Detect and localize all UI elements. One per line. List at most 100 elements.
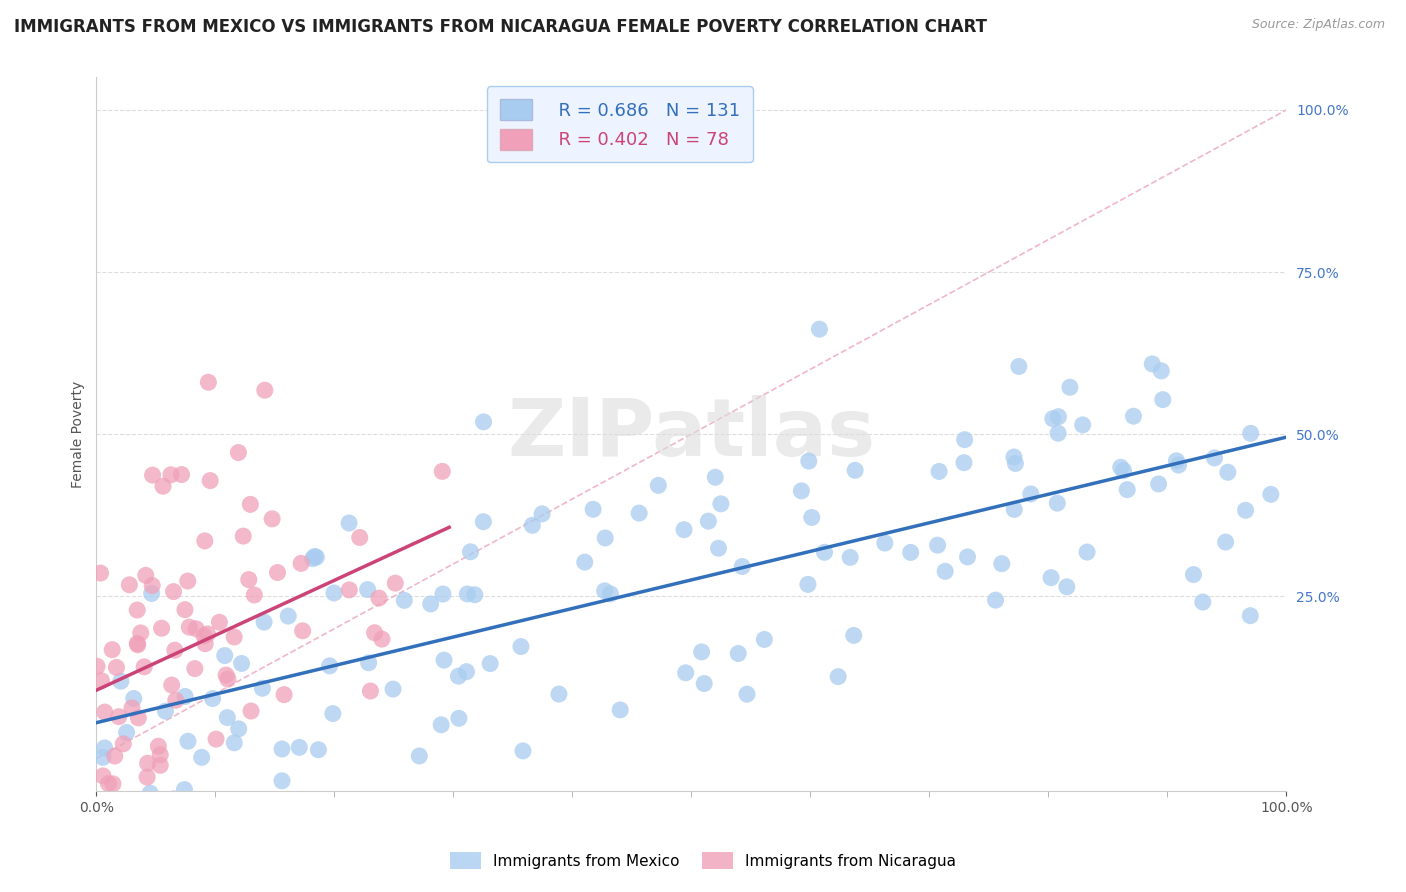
Point [139, 786, 162, 800]
Point [163, 792, 186, 806]
Point [160, 467, 183, 482]
Point [754, 632, 776, 647]
Point [433, 653, 456, 667]
Point [647, 478, 669, 492]
Point [934, 565, 956, 579]
Point [129, 626, 152, 640]
Point [201, 691, 224, 706]
Point [184, 662, 207, 676]
Point [673, 523, 696, 537]
Point [149, 747, 172, 762]
Point [808, 322, 831, 336]
Point [1042, 411, 1064, 425]
Point [797, 454, 820, 468]
Point [1112, 464, 1135, 478]
Point [217, 710, 239, 724]
Point [1109, 460, 1132, 475]
Point [231, 657, 253, 671]
Point [593, 531, 616, 545]
Point [152, 479, 174, 493]
Point [291, 624, 314, 638]
Point [238, 573, 260, 587]
Point [1056, 580, 1078, 594]
Point [512, 744, 534, 758]
Point [928, 465, 950, 479]
Point [956, 549, 979, 564]
Point [204, 818, 226, 832]
Point [349, 531, 371, 545]
Point [582, 502, 605, 516]
Point [735, 687, 758, 701]
Point [322, 706, 344, 721]
Point [1004, 457, 1026, 471]
Point [1216, 465, 1239, 479]
Point [101, 642, 124, 657]
Point [190, 750, 212, 764]
Point [323, 586, 346, 600]
Point [215, 668, 238, 682]
Point [900, 545, 922, 559]
Point [1122, 409, 1144, 424]
Legend: Immigrants from Mexico, Immigrants from Nicaragua: Immigrants from Mexico, Immigrants from … [444, 846, 962, 875]
Point [1008, 359, 1031, 374]
Point [408, 748, 430, 763]
Point [253, 383, 276, 397]
Point [141, 468, 163, 483]
Point [127, 636, 149, 650]
Point [136, 756, 159, 771]
Point [198, 474, 221, 488]
Point [160, 678, 183, 692]
Point [382, 681, 405, 696]
Point [1260, 487, 1282, 501]
Point [599, 587, 621, 601]
Point [548, 687, 571, 701]
Point [194, 533, 217, 548]
Point [101, 777, 124, 791]
Point [384, 576, 406, 591]
Point [155, 704, 177, 718]
Point [1191, 595, 1213, 609]
Point [842, 628, 865, 642]
Point [224, 630, 246, 644]
Point [89, 566, 111, 580]
Point [91, 769, 114, 783]
Point [574, 555, 596, 569]
Point [1204, 450, 1226, 465]
Point [288, 740, 311, 755]
Point [456, 587, 478, 601]
Point [690, 645, 713, 659]
Point [707, 541, 730, 556]
Point [460, 545, 482, 559]
Point [447, 711, 470, 725]
Text: Source: ZipAtlas.com: Source: ZipAtlas.com [1251, 18, 1385, 31]
Point [197, 627, 219, 641]
Y-axis label: Female Poverty: Female Poverty [72, 381, 86, 488]
Point [522, 518, 544, 533]
Point [430, 718, 453, 732]
Point [256, 814, 278, 829]
Point [105, 660, 128, 674]
Point [472, 515, 495, 529]
Point [163, 643, 186, 657]
Point [953, 433, 976, 447]
Point [363, 625, 385, 640]
Point [1234, 503, 1257, 517]
Point [304, 549, 326, 564]
Point [290, 557, 312, 571]
Point [1239, 608, 1261, 623]
Text: IMMIGRANTS FROM MEXICO VS IMMIGRANTS FROM NICARAGUA FEMALE POVERTY CORRELATION C: IMMIGRANTS FROM MEXICO VS IMMIGRANTS FRO… [14, 18, 987, 36]
Point [593, 583, 616, 598]
Point [141, 578, 163, 592]
Point [184, 622, 207, 636]
Point [127, 711, 149, 725]
Point [174, 690, 197, 704]
Text: ZIPatlas: ZIPatlas [508, 395, 876, 473]
Point [359, 684, 381, 698]
Point [108, 709, 131, 723]
Point [1167, 458, 1189, 472]
Point [432, 587, 454, 601]
Point [177, 574, 200, 588]
Point [432, 464, 454, 478]
Point [1076, 545, 1098, 559]
Point [318, 658, 340, 673]
